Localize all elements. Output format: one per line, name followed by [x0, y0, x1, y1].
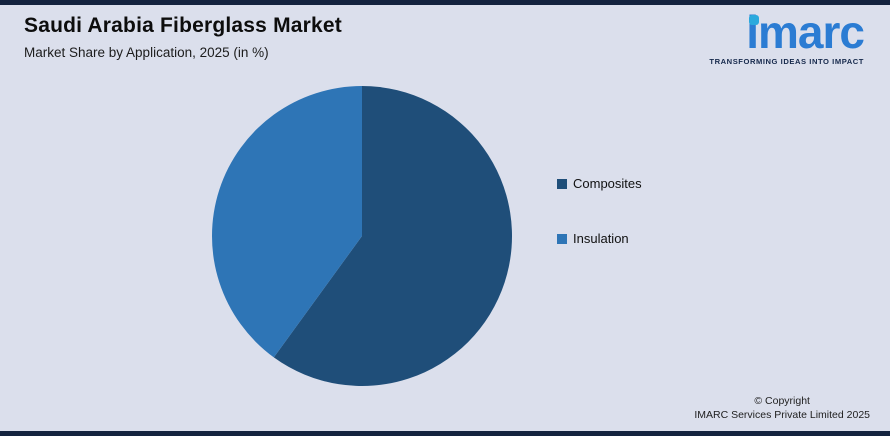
- copyright-line1: © Copyright: [754, 395, 810, 407]
- chart-header: Saudi Arabia Fiberglass Market Market Sh…: [24, 14, 342, 60]
- pie-slice-insulation: [212, 86, 362, 358]
- pie-chart: [212, 86, 512, 386]
- bottom-border-strip: [0, 431, 890, 436]
- pie-slice-composites: [273, 86, 512, 386]
- copyright-line2: IMARC Services Private Limited 2025: [694, 409, 870, 421]
- imarc-logo-dot-icon: [749, 15, 760, 25]
- legend-swatch: [557, 233, 567, 244]
- imarc-logo-tagline: TRANSFORMING IDEAS INTO IMPACT: [709, 57, 864, 67]
- imarc-logo: imarc TRANSFORMING IDEAS INTO IMPACT: [709, 6, 865, 67]
- imarc-logo-text: imarc: [746, 6, 865, 58]
- imarc-logo-wordmark: imarc: [746, 6, 865, 58]
- legend-label-composites: Composites: [573, 176, 642, 191]
- chart-subtitle: Market Share by Application, 2025 (in %): [24, 45, 269, 60]
- copyright-notice: © Copyright IMARC Services Private Limit…: [694, 394, 870, 422]
- chart-title: Saudi Arabia Fiberglass Market: [24, 14, 342, 37]
- legend-swatch: [557, 178, 567, 189]
- legend-item-insulation: Insulation: [557, 231, 642, 246]
- chart-legend: Composites Insulation: [557, 176, 642, 246]
- legend-item-composites: Composites: [557, 176, 642, 191]
- top-border-strip: [0, 0, 890, 5]
- pie-chart-container: [202, 76, 522, 396]
- legend-label-insulation: Insulation: [573, 231, 629, 246]
